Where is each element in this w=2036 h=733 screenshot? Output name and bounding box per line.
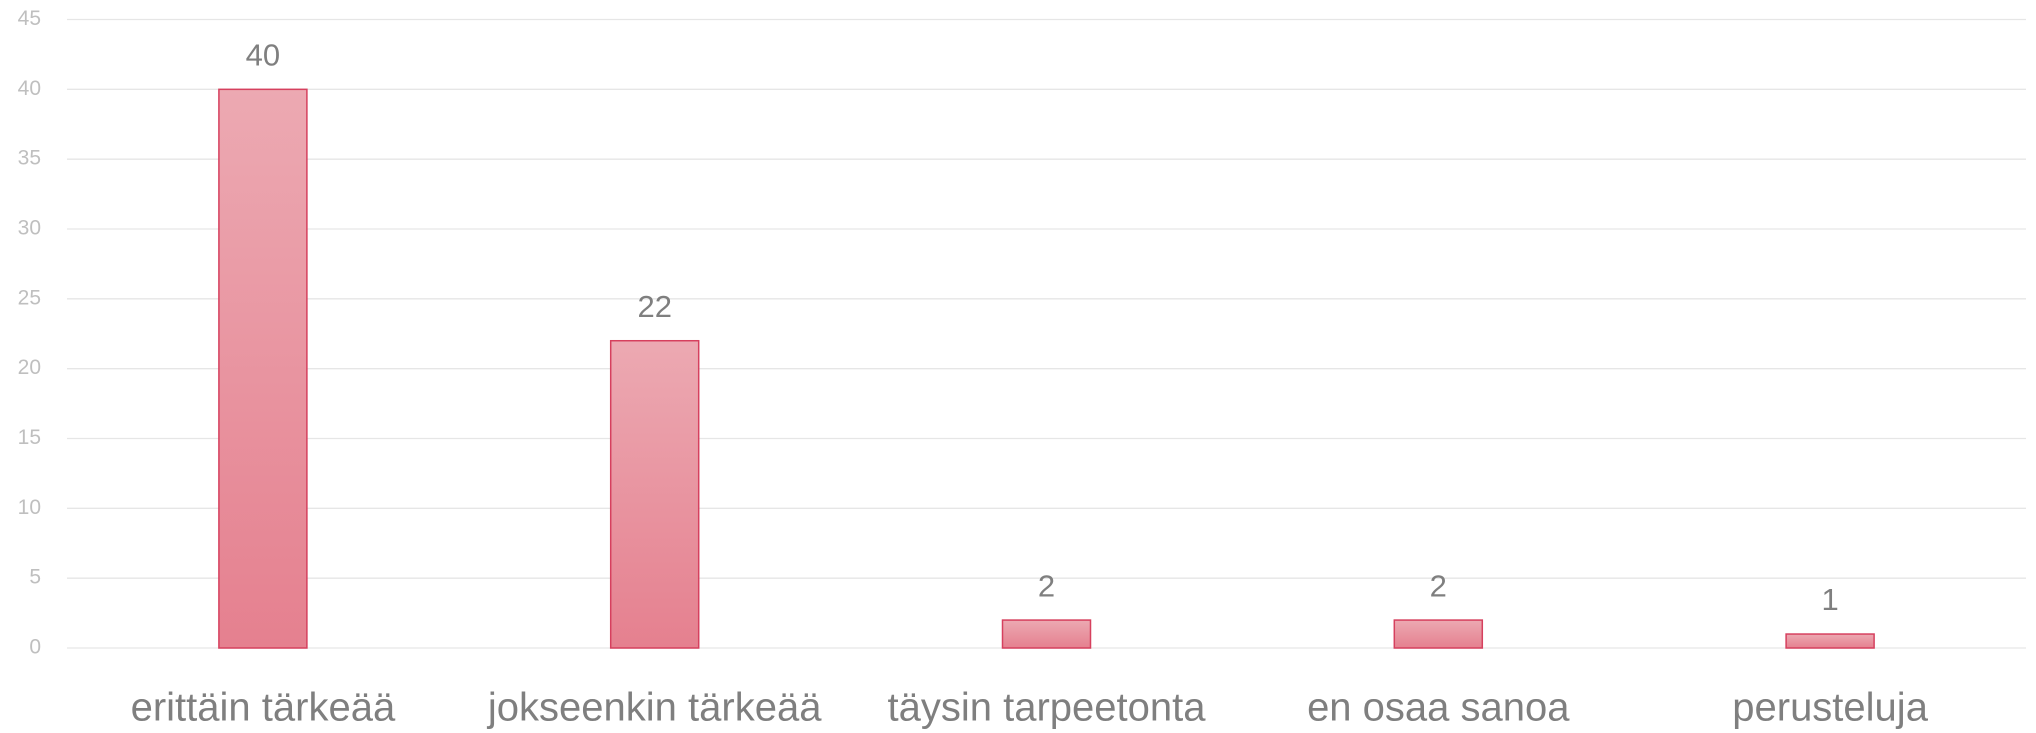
y-tick-label: 0	[29, 636, 41, 659]
y-tick-label: 10	[18, 496, 41, 519]
y-tick-label: 20	[18, 356, 41, 379]
y-tick-label: 35	[18, 147, 41, 170]
bar	[1001, 619, 1092, 649]
y-tick-label: 30	[18, 217, 41, 240]
data-label: 22	[637, 289, 671, 324]
data-label: 1	[1821, 582, 1838, 617]
x-tick-label: en osaa sanoa	[1307, 686, 1570, 730]
data-label: 2	[1038, 568, 1055, 603]
data-label: 40	[246, 38, 280, 73]
x-tick-label: jokseenkin tärkeää	[487, 686, 822, 730]
bar	[1393, 619, 1484, 649]
y-tick-label: 45	[18, 7, 41, 30]
data-label: 2	[1430, 568, 1447, 603]
y-tick-label: 5	[29, 566, 41, 589]
bar	[609, 339, 700, 649]
y-tick-label: 40	[18, 77, 41, 100]
y-tick-label: 15	[18, 426, 41, 449]
y-tick-label: 25	[18, 286, 41, 309]
x-tick-label: perusteluja	[1732, 686, 1928, 730]
bar	[1785, 633, 1875, 649]
x-tick-label: täysin tarpeetonta	[888, 686, 1207, 730]
x-tick-label: erittäin tärkeää	[131, 686, 396, 730]
bar	[218, 88, 308, 649]
